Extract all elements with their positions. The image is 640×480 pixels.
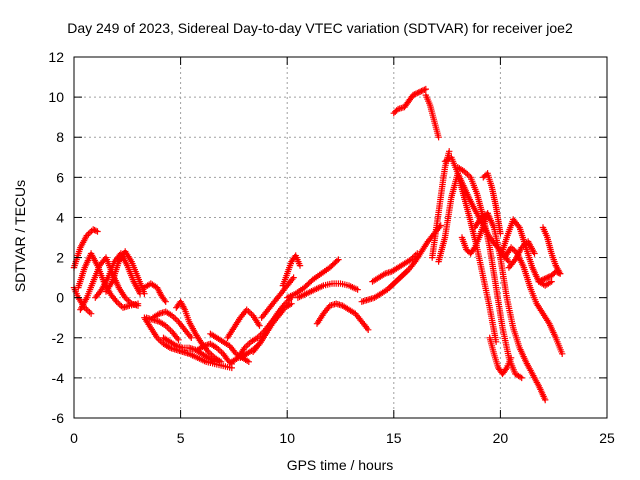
y-tick-label: 10 <box>48 89 64 105</box>
series-markers <box>141 280 169 305</box>
data-series <box>70 85 566 404</box>
y-tick-label: -2 <box>52 330 65 346</box>
series-arc15 <box>224 306 263 341</box>
series-markers <box>224 306 263 341</box>
series-markers <box>480 170 504 237</box>
series-markers <box>505 238 538 271</box>
series-arc25 <box>369 250 421 285</box>
series-arc41 <box>535 268 564 285</box>
series-markers <box>279 252 304 289</box>
y-tick-label: 6 <box>56 169 64 185</box>
series-markers <box>458 210 491 257</box>
series-arc21 <box>284 256 342 301</box>
x-tick-label: 5 <box>177 430 185 446</box>
series-arc18 <box>249 300 295 355</box>
x-tick-label: 25 <box>599 430 615 446</box>
series-markers <box>471 210 549 404</box>
series-arc40 <box>539 224 564 277</box>
series-markers <box>77 254 142 313</box>
series-arc36 <box>486 334 515 378</box>
series-arc39 <box>505 238 538 271</box>
series-markers <box>441 154 500 345</box>
series-arc27 <box>390 85 429 117</box>
x-tick-label: 10 <box>279 430 295 446</box>
series-arc35 <box>480 170 504 237</box>
series-markers <box>102 248 148 297</box>
series-arc20 <box>279 252 304 289</box>
y-tick-label: 4 <box>56 209 64 225</box>
series-arc23 <box>313 300 372 333</box>
y-axis-label: SDTVAR / TECUs <box>12 179 28 293</box>
axis-ticks: -6 -4 -2 0 2 4 6 8 10 12 0 5 10 15 20 25 <box>48 49 615 446</box>
x-tick-label: 0 <box>70 430 78 446</box>
x-axis-label: GPS time / hours <box>286 457 394 473</box>
series-arc28 <box>422 91 442 141</box>
series-markers <box>149 308 195 341</box>
y-tick-label: 2 <box>56 250 64 266</box>
series-arc19 <box>258 274 297 321</box>
series-markers <box>284 256 342 301</box>
series-arc31 <box>441 154 500 345</box>
series-arc38 <box>501 244 566 357</box>
chart-title: Day 249 of 2023, Sidereal Day-to-day VTE… <box>67 20 573 36</box>
series-markers <box>294 280 361 301</box>
plot-frame <box>73 56 608 419</box>
y-tick-label: 0 <box>56 290 64 306</box>
series-arc7 <box>141 280 169 305</box>
series-markers <box>535 268 564 285</box>
y-tick-label: 12 <box>48 49 64 65</box>
series-markers <box>539 224 564 277</box>
series-markers <box>258 274 297 321</box>
y-tick-label: 8 <box>56 129 64 145</box>
series-arc6 <box>102 248 148 297</box>
series-markers <box>422 91 442 141</box>
series-arc4 <box>77 254 142 313</box>
series-markers <box>313 300 372 333</box>
series-markers <box>501 244 566 357</box>
x-tick-label: 20 <box>493 430 509 446</box>
y-tick-label: -6 <box>52 410 65 426</box>
series-arc22 <box>294 280 361 301</box>
series-markers <box>249 300 295 355</box>
series-arc10 <box>149 308 195 341</box>
series-markers <box>486 334 515 378</box>
series-arc33 <box>458 210 491 257</box>
y-tick-label: -4 <box>52 370 65 386</box>
series-markers <box>390 85 429 117</box>
x-tick-label: 15 <box>386 430 402 446</box>
series-markers <box>369 250 421 285</box>
series-arc34 <box>471 210 549 404</box>
